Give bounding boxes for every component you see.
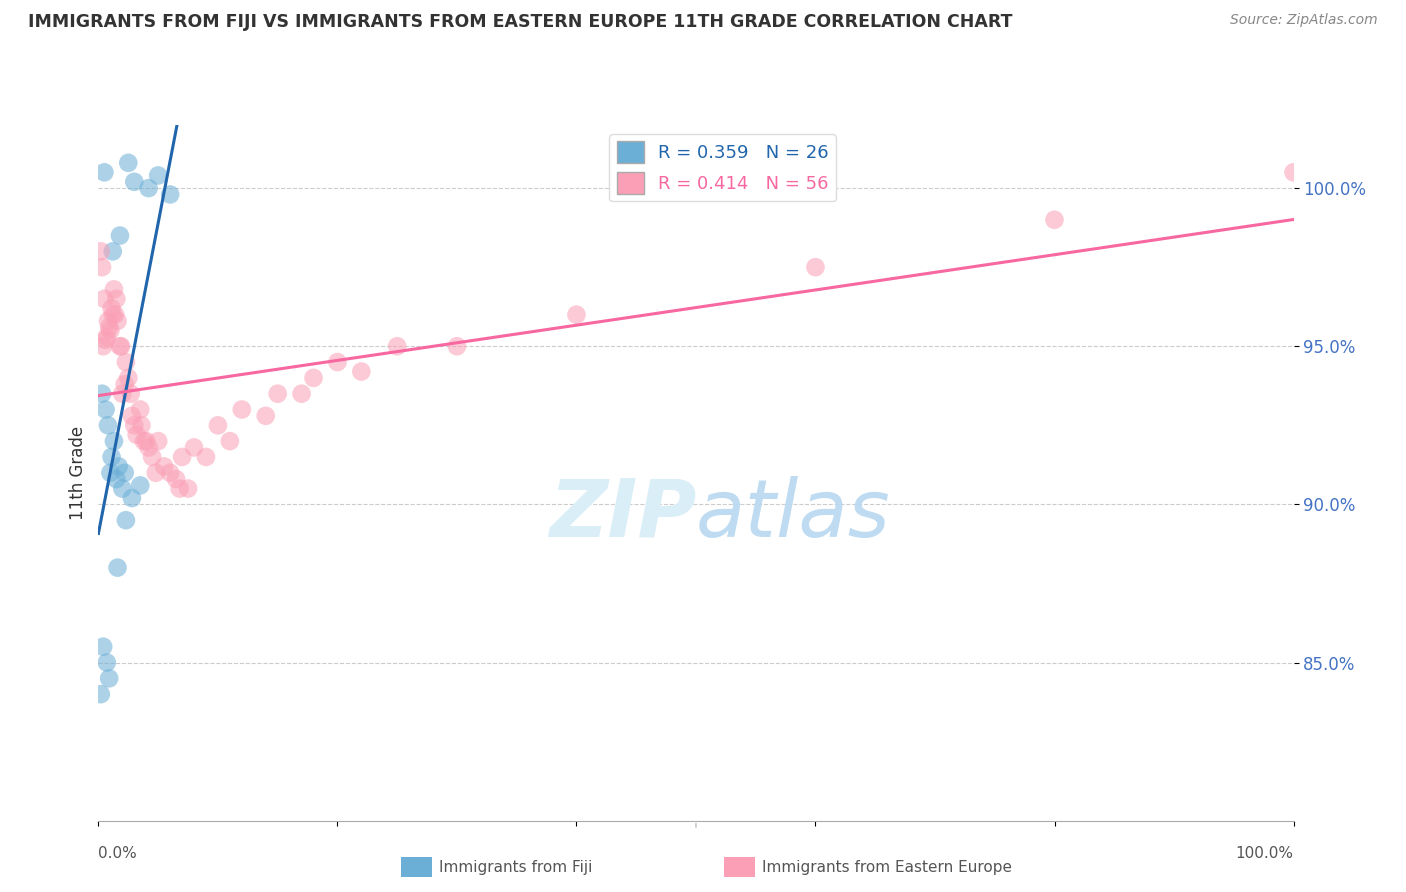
Point [350,365,373,379]
Point [91,386,114,401]
Point [104,308,127,322]
Point [100,450,122,464]
Point [117,371,139,385]
Legend: R = 0.359   N = 26, R = 0.414   N = 56: R = 0.359 N = 26, R = 0.414 N = 56 [609,134,837,202]
Point [108,339,131,353]
Point [132,434,155,449]
Point [138,441,160,455]
Point [98,323,122,337]
Point [159,187,181,202]
Text: Immigrants from Fiji: Immigrants from Fiji [439,860,592,874]
Point [326,355,349,369]
Point [267,386,290,401]
Point [129,478,152,492]
Point [153,459,176,474]
Point [97,418,120,433]
Text: IMMIGRANTS FROM FIJI VS IMMIGRANTS FROM EASTERN EUROPE 11TH GRADE CORRELATION CH: IMMIGRANTS FROM FIJI VS IMMIGRANTS FROM … [28,13,1012,31]
Point [111,386,134,401]
Point [111,482,134,496]
Point [138,181,160,195]
Text: 100.0%: 100.0% [1236,846,1294,861]
Point [100,301,122,316]
Point [98,671,121,685]
Point [385,339,409,353]
Point [565,308,588,322]
Point [90,687,112,701]
Point [107,459,129,474]
Point [148,434,170,449]
Text: Source: ZipAtlas.com: Source: ZipAtlas.com [1230,13,1378,28]
Point [105,472,128,486]
Point [107,560,129,574]
Point [121,491,143,505]
Point [114,466,136,480]
Point [103,434,125,449]
Point [107,314,129,328]
Point [183,441,205,455]
Point [114,377,136,392]
Point [91,640,114,654]
Point [302,371,325,385]
Point [96,330,118,344]
Point [90,244,112,259]
Point [91,260,114,275]
Point [145,466,167,480]
Point [125,427,148,442]
Point [103,282,125,296]
Point [101,308,124,322]
Point [97,314,120,328]
Point [231,402,253,417]
Point [101,244,124,259]
Point [98,320,121,334]
Point [121,409,143,423]
Point [207,418,229,433]
Point [194,450,217,464]
Text: ZIP: ZIP [548,475,696,554]
Point [148,169,170,183]
Point [446,339,468,353]
Point [91,339,114,353]
Point [93,292,115,306]
Point [141,450,163,464]
Point [115,355,138,369]
Point [94,402,117,417]
Point [1282,165,1305,179]
Point [131,418,153,433]
Point [124,418,146,433]
Point [124,175,146,189]
Point [93,165,115,179]
Point [290,386,312,401]
Point [804,260,827,275]
Point [115,513,138,527]
Point [159,466,181,480]
Point [96,656,118,670]
Point [135,434,157,449]
Point [219,434,242,449]
Y-axis label: 11th Grade: 11th Grade [69,425,87,520]
Point [169,482,191,496]
Point [94,333,117,347]
Point [1043,212,1066,227]
Point [120,386,142,401]
Point [117,156,139,170]
Text: Immigrants from Eastern Europe: Immigrants from Eastern Europe [762,860,1012,874]
Point [98,466,122,480]
Text: atlas: atlas [696,475,891,554]
Text: 0.0%: 0.0% [98,846,138,861]
Point [108,228,131,243]
Point [172,450,194,464]
Point [105,292,128,306]
Point [110,339,132,353]
Point [254,409,277,423]
Point [165,472,187,486]
Point [177,482,200,496]
Point [129,402,152,417]
